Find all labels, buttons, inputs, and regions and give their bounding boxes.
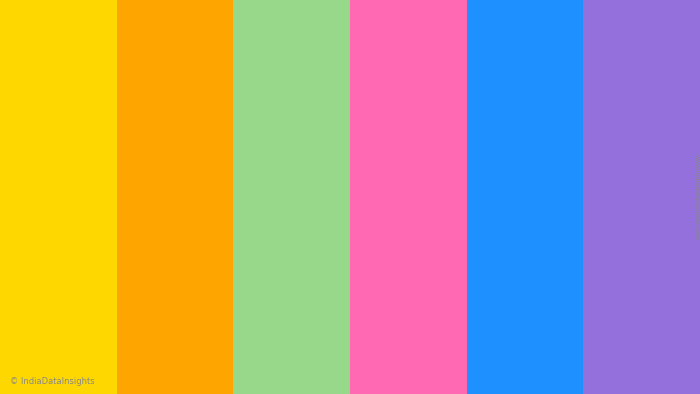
- Text: Thematic Areas - Weightages: Thematic Areas - Weightages: [338, 46, 522, 59]
- Bar: [467, 385, 583, 394]
- Bar: [120, 48, 236, 77]
- Bar: [0, 385, 117, 394]
- Bar: [120, 205, 302, 233]
- Text: 10%: 10%: [384, 264, 407, 273]
- Text: 72.5%: 72.5%: [239, 318, 272, 328]
- Text: 114.0%: 114.0%: [306, 214, 345, 224]
- Polygon shape: [620, 19, 643, 45]
- Text: IDI: IDI: [648, 22, 676, 41]
- Bar: [120, 100, 309, 129]
- Wedge shape: [497, 164, 599, 227]
- Text: © IndiaDataInsights: © IndiaDataInsights: [10, 377, 95, 386]
- Text: 20.1%: 20.1%: [155, 162, 188, 172]
- Bar: [62, 257, 120, 286]
- Wedge shape: [395, 93, 497, 227]
- Text: 10%: 10%: [610, 190, 634, 200]
- Legend: Agriculture & Water Resources, Basic Infrastructure, Education, Financial Inclus: Agriculture & Water Resources, Basic Inf…: [354, 312, 556, 394]
- Text: 30%: 30%: [384, 117, 407, 126]
- Wedge shape: [497, 93, 594, 195]
- Bar: [350, 385, 467, 394]
- Text: 20%: 20%: [559, 89, 582, 99]
- Bar: [120, 309, 236, 338]
- Bar: [233, 385, 350, 394]
- Text: 30%: 30%: [524, 309, 547, 319]
- Text: -36.1%: -36.1%: [21, 266, 58, 276]
- Wedge shape: [400, 195, 497, 278]
- Bar: [120, 153, 152, 181]
- Text: www.indiadatainsights.com: www.indiadatainsights.com: [694, 154, 699, 240]
- Bar: [117, 385, 233, 394]
- Bar: [583, 385, 700, 394]
- Text: 118.3%: 118.3%: [312, 110, 352, 120]
- Title: Average Score Change in 5 years (Aug 2018-23): Average Score Change in 5 years (Aug 201…: [73, 10, 375, 23]
- Wedge shape: [437, 195, 594, 297]
- Text: 72.5%: 72.5%: [239, 58, 272, 68]
